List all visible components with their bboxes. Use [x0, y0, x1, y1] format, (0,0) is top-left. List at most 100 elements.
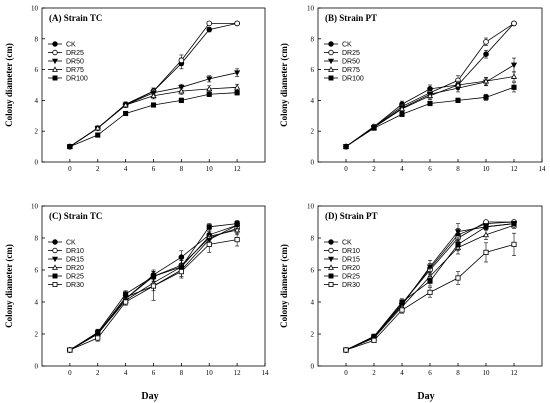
- data-point: [511, 84, 517, 90]
- y-tick-label: 10: [31, 5, 39, 13]
- data-point: [371, 125, 377, 131]
- legend-label: DR30: [342, 282, 360, 289]
- data-point: [206, 224, 212, 230]
- x-tick-label: 10: [483, 165, 491, 173]
- x-tick-label: 10: [206, 369, 214, 377]
- data-point: [399, 299, 405, 305]
- data-point: [398, 105, 406, 112]
- data-point: [371, 337, 377, 343]
- x-tick-label: 14: [262, 369, 270, 377]
- y-tick-label: 2: [35, 331, 39, 339]
- chart-panel-4: 0 2 4 6 8 10 12 0 2 4 6 8 10 Colony diameter (cm) (D) …: [279, 203, 543, 377]
- data-point: [234, 70, 241, 76]
- legend-label: DR75: [66, 67, 84, 74]
- data-point: [178, 84, 185, 91]
- data-point: [399, 307, 405, 313]
- data-point: [511, 221, 517, 227]
- legend-marker: [52, 41, 58, 47]
- series-line: [69, 92, 238, 147]
- legend-label: DR100: [342, 76, 364, 83]
- legend-marker: [328, 41, 334, 47]
- y-tick-label: 0: [311, 363, 315, 371]
- data-point: [343, 144, 349, 150]
- x-axis-label-left: Day: [141, 391, 158, 402]
- data-point: [455, 241, 461, 247]
- series-DR30: [343, 232, 517, 353]
- x-tick-label: 8: [180, 369, 184, 377]
- data-point: [178, 57, 185, 64]
- series-line: [69, 72, 238, 147]
- x-tick-label: 4: [400, 369, 404, 377]
- y-tick-label: 0: [35, 159, 39, 167]
- series-DR100: [343, 82, 517, 150]
- series-DR25: [343, 221, 517, 353]
- x-tick-label: 8: [180, 165, 184, 173]
- legend-marker: [328, 247, 334, 254]
- data-point: [511, 20, 517, 27]
- y-tick-label: 8: [311, 35, 315, 43]
- data-point: [510, 62, 518, 69]
- data-point: [178, 269, 184, 275]
- legend-marker: [52, 49, 58, 56]
- legend-label: DR100: [66, 76, 88, 83]
- x-tick-label: 14: [539, 165, 547, 173]
- legend-label: DR10: [66, 248, 84, 255]
- legend-marker: [52, 239, 58, 245]
- x-tick-label: 8: [456, 165, 460, 173]
- legend-marker: [328, 66, 334, 72]
- panel-title: (B) Strain PT: [325, 13, 377, 23]
- data-point: [454, 229, 462, 235]
- series-line: [345, 223, 515, 351]
- data-point: [427, 100, 433, 107]
- x-tick-label: 12: [234, 369, 242, 377]
- x-tick-label: 6: [152, 369, 156, 377]
- legend-label: DR10: [342, 248, 360, 255]
- y-tick-label: 10: [307, 5, 315, 13]
- data-point: [95, 335, 101, 341]
- data-point: [150, 92, 157, 99]
- data-point: [206, 26, 213, 33]
- x-tick-label: 8: [456, 369, 460, 377]
- data-point: [482, 77, 490, 84]
- legend-marker: [52, 256, 58, 263]
- legend-marker: [328, 58, 334, 65]
- legend-label: CK: [342, 42, 352, 49]
- legend-label: DR25: [66, 50, 84, 57]
- data-point: [234, 20, 240, 27]
- data-point: [150, 283, 157, 289]
- x-tick-label: 6: [152, 165, 156, 173]
- data-point: [454, 81, 462, 88]
- y-tick-label: 4: [35, 97, 39, 105]
- y-tick-label: 2: [311, 128, 315, 136]
- data-point: [178, 87, 185, 94]
- y-tick-label: 10: [31, 203, 39, 211]
- series-DR25: [67, 20, 240, 150]
- panel-title: (D) Strain PT: [325, 211, 378, 221]
- x-tick-label: 12: [511, 369, 519, 377]
- x-tick-label: 0: [68, 369, 72, 377]
- legend-label: CK: [66, 42, 76, 49]
- y-tick-label: 6: [311, 267, 315, 275]
- series-DR100: [67, 90, 240, 150]
- y-tick-label: 0: [311, 159, 315, 167]
- y-axis-label: Colony diameter (cm): [279, 43, 289, 127]
- data-point: [483, 94, 489, 100]
- legend-marker: [328, 49, 334, 56]
- x-tick-label: 2: [96, 165, 100, 173]
- legend-label: DR50: [342, 59, 360, 66]
- data-point: [483, 224, 489, 230]
- y-tick-label: 8: [311, 235, 315, 243]
- series-CK: [67, 20, 240, 150]
- data-point: [427, 289, 433, 295]
- data-point: [206, 91, 212, 97]
- x-tick-label: 10: [483, 369, 491, 377]
- y-tick-label: 2: [311, 331, 315, 339]
- data-point: [427, 278, 433, 284]
- y-tick-label: 6: [35, 267, 39, 275]
- legend-label: DR20: [342, 265, 360, 272]
- legend-marker: [328, 239, 334, 245]
- legend-label: DR75: [342, 67, 360, 74]
